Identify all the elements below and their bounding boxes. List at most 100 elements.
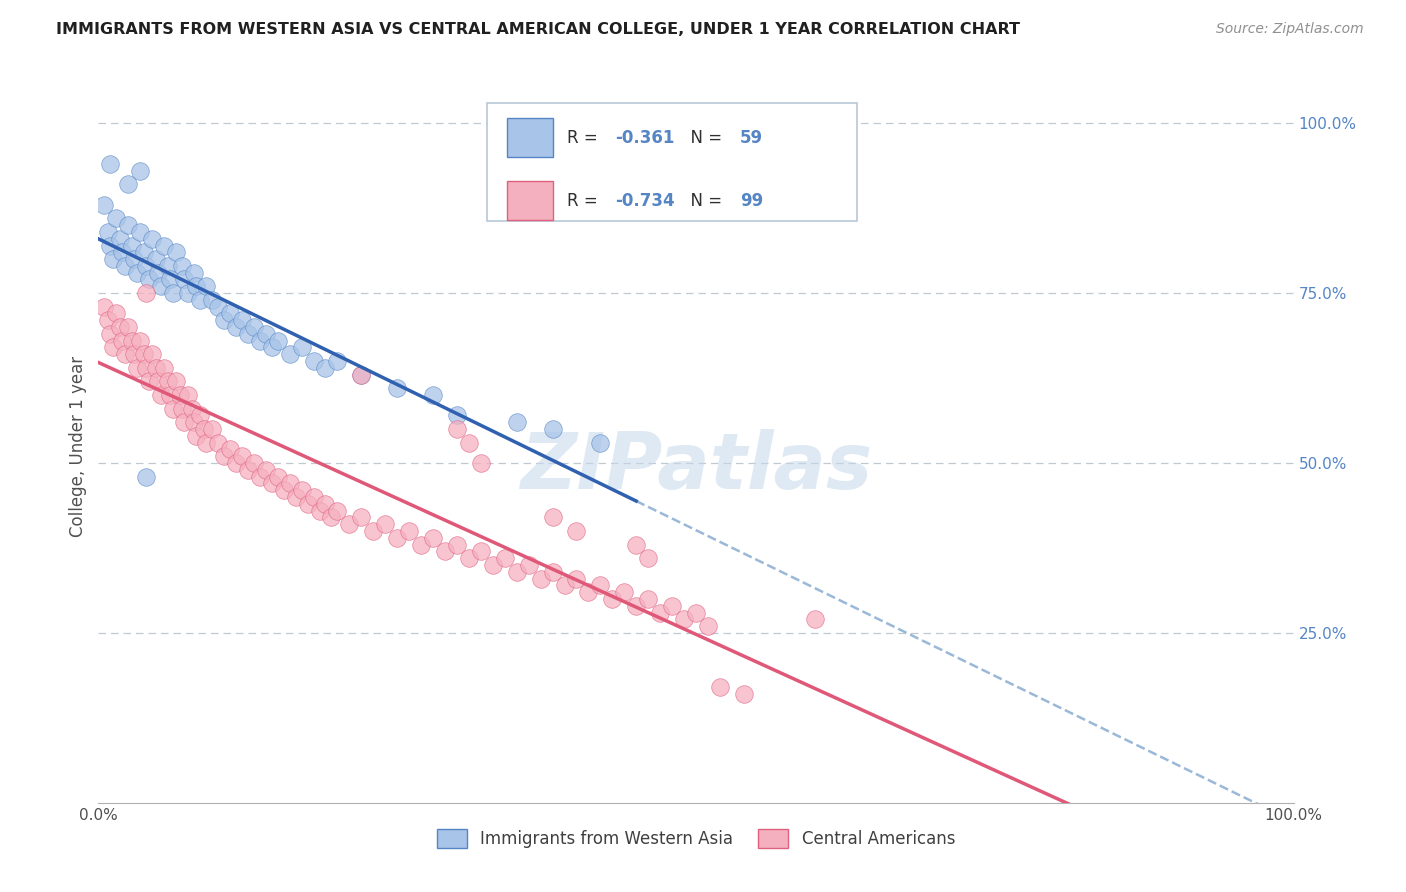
Point — [733, 687, 755, 701]
Point — [613, 585, 636, 599]
Point — [156, 375, 179, 389]
Text: ZIPatlas: ZIPatlas — [520, 429, 872, 506]
Point — [186, 429, 208, 443]
Point — [326, 354, 349, 368]
Point — [225, 456, 247, 470]
Point — [125, 266, 148, 280]
Point — [339, 517, 361, 532]
Point — [260, 476, 283, 491]
Point — [195, 279, 218, 293]
Point — [98, 238, 122, 252]
Point — [470, 456, 492, 470]
Text: -0.361: -0.361 — [614, 128, 673, 146]
Point — [494, 551, 516, 566]
Point — [98, 157, 122, 171]
Point — [626, 599, 648, 613]
Point — [207, 435, 229, 450]
Point — [363, 524, 385, 538]
Point — [124, 252, 146, 266]
Point — [117, 320, 139, 334]
Point — [297, 497, 319, 511]
Point — [141, 232, 163, 246]
Point — [111, 334, 134, 348]
Point — [709, 680, 731, 694]
Point — [195, 435, 218, 450]
Point — [326, 503, 349, 517]
Point — [626, 537, 648, 551]
Point — [135, 286, 157, 301]
Point — [321, 510, 343, 524]
Point — [267, 469, 290, 483]
Point — [315, 360, 337, 375]
Point — [132, 347, 155, 361]
Point — [149, 279, 172, 293]
Point — [173, 415, 195, 429]
Point — [602, 591, 624, 606]
Point — [273, 483, 295, 498]
Point — [243, 456, 266, 470]
Point — [125, 360, 148, 375]
Text: 99: 99 — [740, 192, 763, 210]
Point — [177, 286, 200, 301]
Point — [267, 334, 290, 348]
Point — [111, 245, 134, 260]
Text: R =: R = — [567, 128, 603, 146]
Point — [98, 326, 122, 341]
Point — [201, 293, 224, 307]
Point — [129, 334, 152, 348]
Text: Source: ZipAtlas.com: Source: ZipAtlas.com — [1216, 22, 1364, 37]
Point — [101, 252, 124, 266]
Point — [97, 313, 120, 327]
Point — [648, 606, 672, 620]
Point — [138, 375, 160, 389]
FancyBboxPatch shape — [486, 103, 858, 221]
Point — [554, 578, 576, 592]
Point — [637, 591, 659, 606]
Point — [308, 503, 330, 517]
Point — [148, 375, 170, 389]
Point — [124, 347, 146, 361]
Point — [506, 415, 529, 429]
Point — [105, 211, 128, 226]
Point — [138, 272, 160, 286]
Point — [243, 320, 266, 334]
Point — [172, 259, 194, 273]
Point — [135, 259, 157, 273]
Point — [434, 544, 457, 558]
Point — [291, 483, 314, 498]
Point — [446, 422, 468, 436]
Point — [481, 558, 505, 572]
Point — [565, 572, 588, 586]
Point — [231, 313, 253, 327]
Point — [446, 409, 468, 423]
Point — [207, 300, 229, 314]
Point — [162, 401, 184, 416]
Point — [589, 435, 612, 450]
Point — [278, 347, 301, 361]
Point — [186, 279, 208, 293]
Text: 59: 59 — [740, 128, 763, 146]
Point — [193, 422, 215, 436]
Point — [470, 544, 492, 558]
Point — [93, 198, 115, 212]
Point — [374, 517, 396, 532]
Point — [541, 565, 564, 579]
Point — [219, 442, 242, 457]
Point — [93, 300, 115, 314]
Point — [589, 578, 612, 592]
Text: R =: R = — [567, 192, 603, 210]
Point — [506, 565, 529, 579]
Point — [141, 347, 163, 361]
Point — [236, 463, 259, 477]
Point — [108, 232, 131, 246]
Point — [541, 422, 564, 436]
Text: -0.734: -0.734 — [614, 192, 675, 210]
Point — [315, 497, 337, 511]
Point — [411, 537, 433, 551]
Point — [105, 306, 128, 320]
Point — [177, 388, 200, 402]
Point — [385, 381, 409, 395]
Point — [530, 572, 553, 586]
Point — [446, 537, 468, 551]
Point — [422, 531, 444, 545]
